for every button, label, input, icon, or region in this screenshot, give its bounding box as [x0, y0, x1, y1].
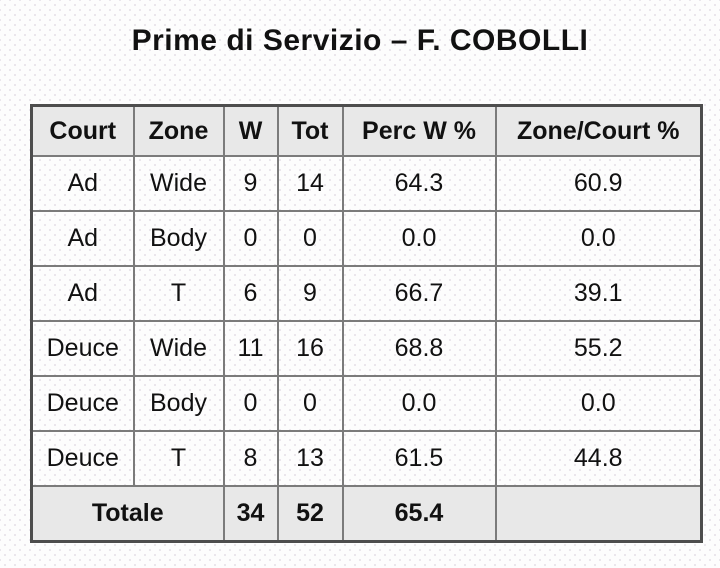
cell-perc-w: 66.7 — [341, 265, 497, 322]
page-title: Prime di Servizio – F. COBOLLI — [131, 24, 589, 57]
cell-w: 0 — [222, 375, 279, 432]
header-row: Court Zone W Tot Perc W % Zone/Court % — [30, 104, 703, 157]
total-row: Totale 34 52 65.4 — [30, 485, 703, 543]
cell-zone-court: 0.0 — [494, 375, 703, 432]
cell-perc-w: 0.0 — [341, 375, 497, 432]
cell-court: Deuce — [30, 320, 135, 377]
total-label: Totale — [30, 485, 225, 543]
total-perc-w: 65.4 — [341, 485, 497, 543]
col-header-court: Court — [30, 104, 135, 157]
serve-stats-table: Court Zone W Tot Perc W % Zone/Court % A… — [30, 104, 703, 543]
total-zone-court — [494, 485, 703, 543]
cell-zone-court: 39.1 — [494, 265, 703, 322]
cell-w: 6 — [222, 265, 279, 322]
cell-w: 9 — [222, 155, 279, 212]
cell-court: Deuce — [30, 430, 135, 487]
table-row: Ad Body 0 0 0.0 0.0 — [30, 210, 703, 267]
cell-zone-court: 60.9 — [494, 155, 703, 212]
cell-perc-w: 61.5 — [341, 430, 497, 487]
cell-zone-court: 44.8 — [494, 430, 703, 487]
cell-w: 11 — [222, 320, 279, 377]
cell-zone: Wide — [132, 155, 225, 212]
col-header-zone-court: Zone/Court % — [494, 104, 703, 157]
col-header-zone: Zone — [132, 104, 225, 157]
cell-tot: 9 — [276, 265, 344, 322]
cell-tot: 14 — [276, 155, 344, 212]
table-row: Deuce Body 0 0 0.0 0.0 — [30, 375, 703, 432]
cell-w: 8 — [222, 430, 279, 487]
cell-tot: 16 — [276, 320, 344, 377]
cell-zone-court: 55.2 — [494, 320, 703, 377]
total-w: 34 — [222, 485, 279, 543]
cell-tot: 0 — [276, 375, 344, 432]
cell-zone-court: 0.0 — [494, 210, 703, 267]
cell-perc-w: 0.0 — [341, 210, 497, 267]
table-row: Ad Wide 9 14 64.3 60.9 — [30, 155, 703, 212]
table-row: Deuce T 8 13 61.5 44.8 — [30, 430, 703, 487]
cell-zone: Body — [132, 210, 225, 267]
cell-court: Ad — [30, 155, 135, 212]
cell-perc-w: 68.8 — [341, 320, 497, 377]
col-header-perc-w: Perc W % — [341, 104, 497, 157]
col-header-tot: Tot — [276, 104, 344, 157]
cell-court: Deuce — [30, 375, 135, 432]
table-row: Ad T 6 9 66.7 39.1 — [30, 265, 703, 322]
cell-court: Ad — [30, 210, 135, 267]
col-header-w: W — [222, 104, 279, 157]
total-tot: 52 — [276, 485, 344, 543]
cell-w: 0 — [222, 210, 279, 267]
cell-zone: Wide — [132, 320, 225, 377]
cell-zone: T — [132, 430, 225, 487]
cell-perc-w: 64.3 — [341, 155, 497, 212]
cell-tot: 13 — [276, 430, 344, 487]
cell-zone: T — [132, 265, 225, 322]
table-row: Deuce Wide 11 16 68.8 55.2 — [30, 320, 703, 377]
cell-zone: Body — [132, 375, 225, 432]
cell-court: Ad — [30, 265, 135, 322]
cell-tot: 0 — [276, 210, 344, 267]
